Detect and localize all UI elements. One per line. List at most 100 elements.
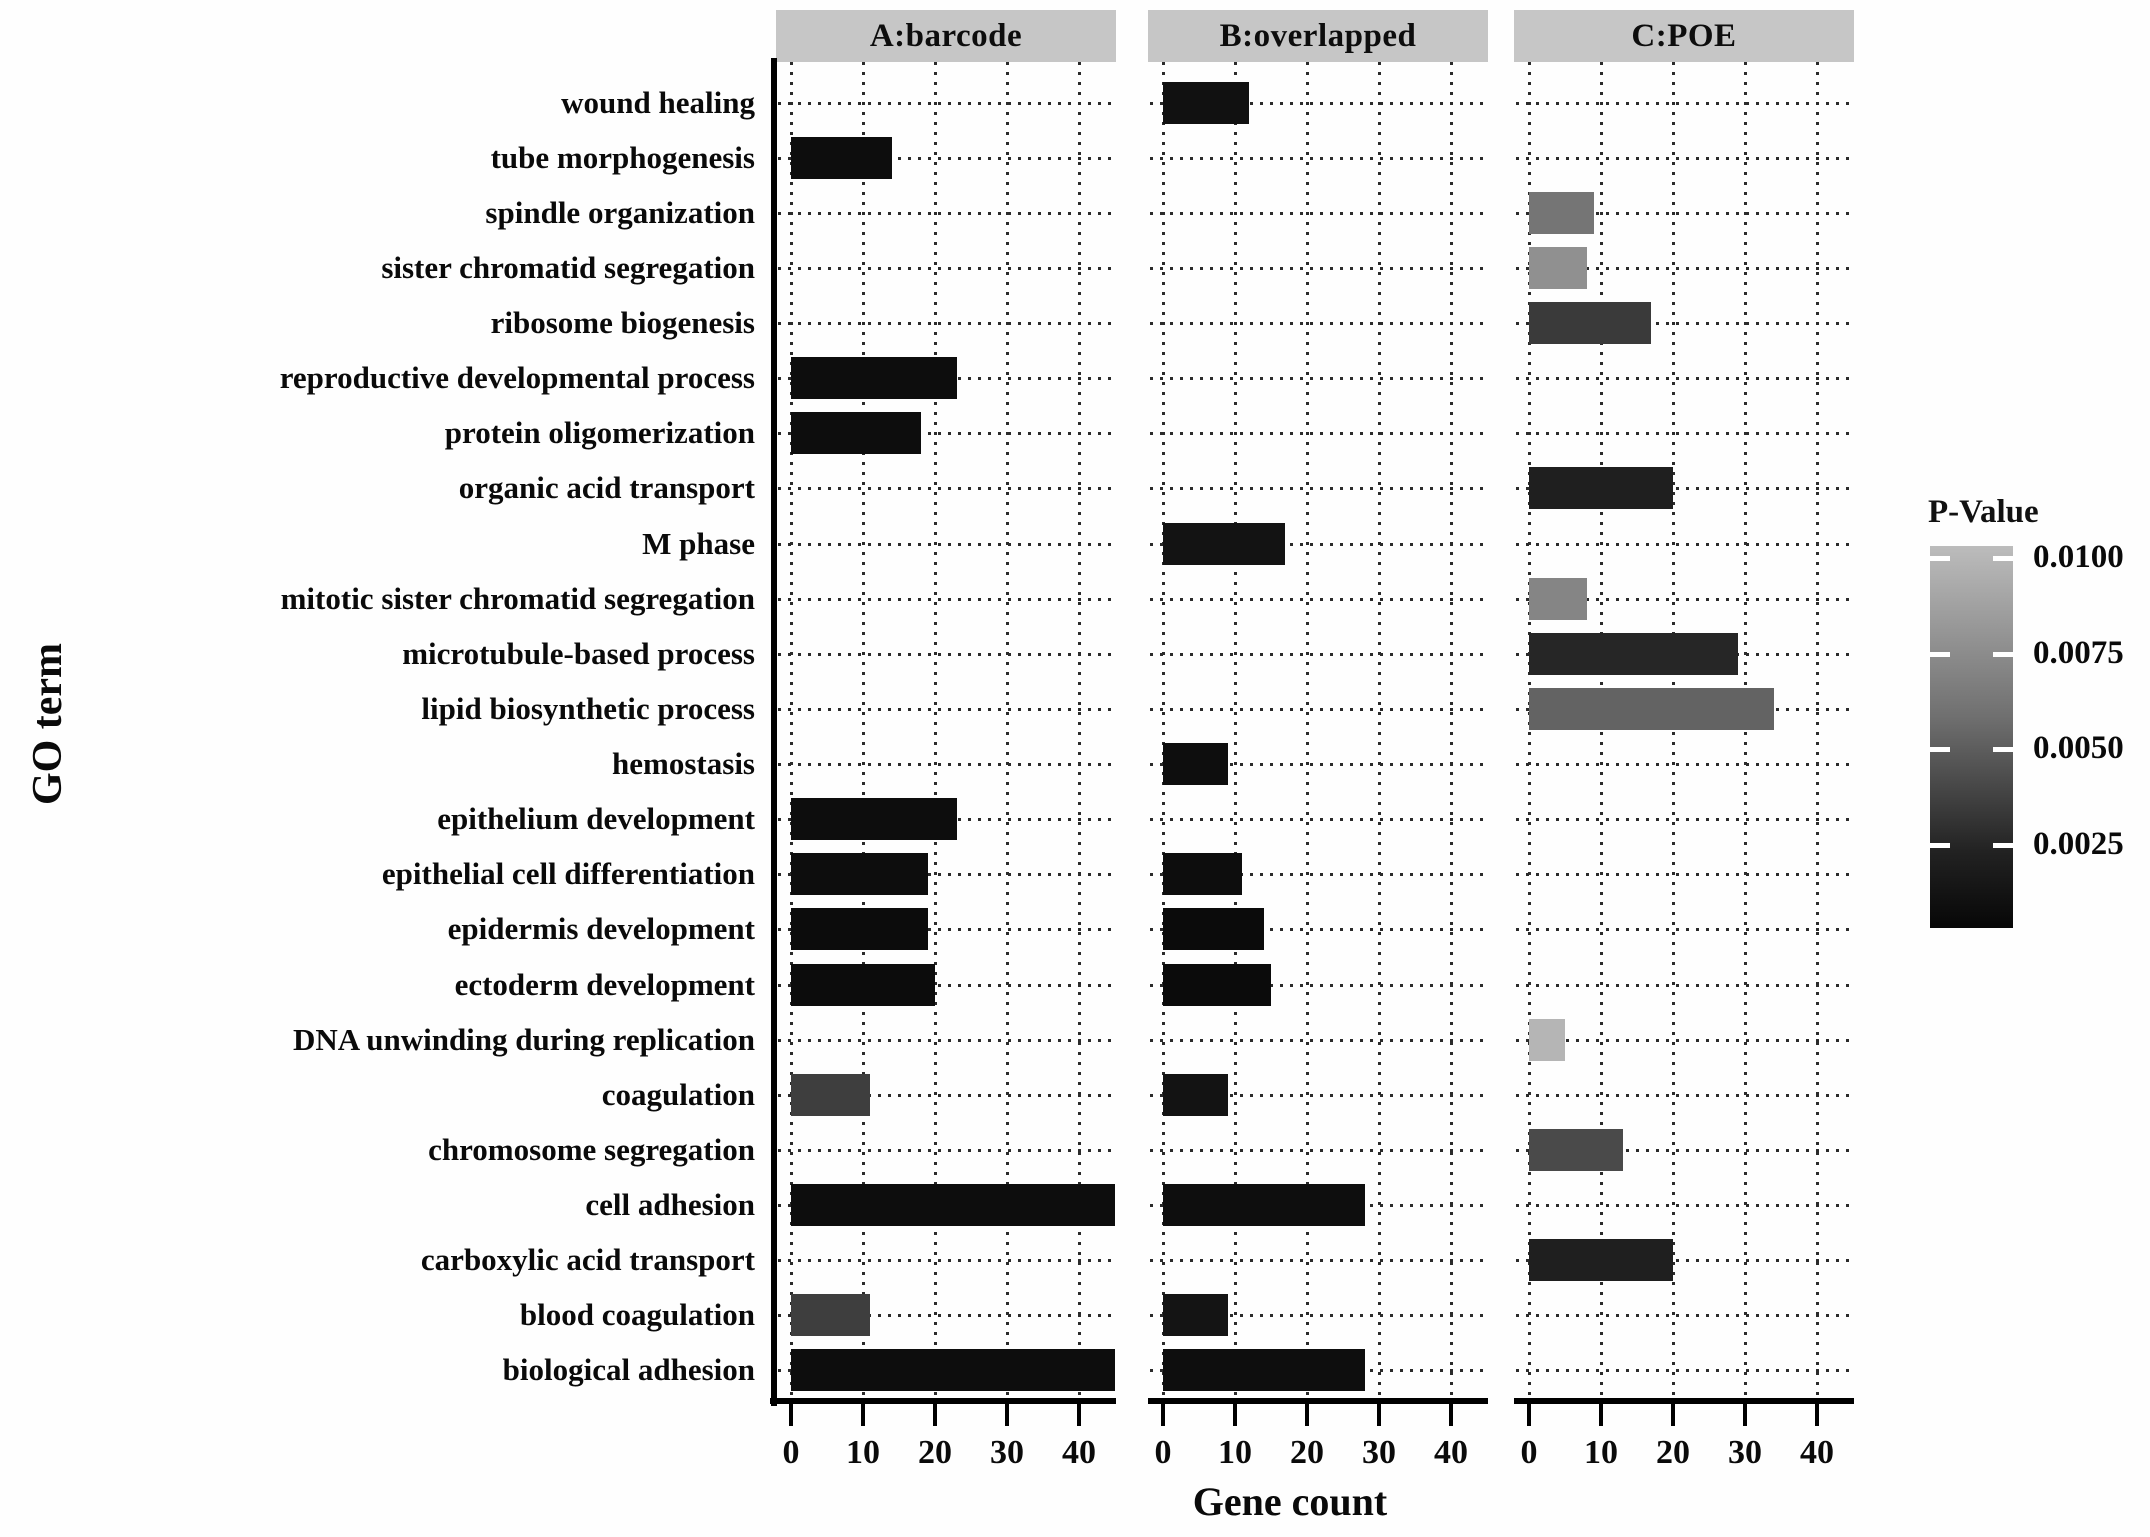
facet-panel-c-poe: 0 10 20 30 40	[1514, 62, 1854, 1471]
gridline-vertical	[1600, 62, 1603, 1398]
gridline-horizontal	[1150, 542, 1486, 546]
gridline-horizontal	[1150, 1314, 1486, 1318]
y-axis-label: carboxylic acid transport	[420, 1242, 755, 1278]
x-tick-label: 30	[1728, 1434, 1762, 1471]
gridline-horizontal	[1516, 818, 1852, 822]
x-tick-label: 20	[1656, 1434, 1690, 1471]
legend-label: 0.0050	[2033, 730, 2124, 766]
bar	[1163, 743, 1228, 786]
gridline-horizontal	[1516, 432, 1852, 436]
gridline-horizontal	[1150, 818, 1486, 822]
gridline-horizontal	[1516, 156, 1852, 160]
x-axis-tick	[1161, 1404, 1165, 1426]
gridline-horizontal	[1516, 1148, 1852, 1152]
bar	[791, 963, 935, 1006]
gridline-horizontal	[1150, 873, 1486, 877]
x-axis-tick	[933, 1404, 937, 1426]
y-axis-label: blood coagulation	[519, 1297, 755, 1333]
y-axis-label: tube morphogenesis	[490, 139, 755, 175]
facet-header-c-poe: C:POE	[1514, 10, 1854, 62]
bar	[791, 798, 957, 841]
bar	[1529, 632, 1738, 675]
gridline-vertical	[1234, 62, 1237, 1398]
x-tick-label: 40	[1062, 1434, 1096, 1471]
gridline-horizontal	[1150, 101, 1486, 105]
gridline-horizontal	[778, 652, 1114, 656]
gridline-horizontal	[1150, 1148, 1486, 1152]
y-axis-label: epithelial cell differentiation	[381, 856, 755, 892]
gridline-horizontal	[1150, 597, 1486, 601]
legend-gradient-bar	[1930, 546, 2013, 928]
gridline-horizontal	[1516, 1038, 1852, 1042]
legend-label: 0.0025	[2033, 826, 2124, 862]
gridline-horizontal	[1150, 322, 1486, 326]
gridline-horizontal	[1516, 1369, 1852, 1373]
legend: P-Value 0.0100 0.0075 0.0050 0.0025	[1900, 494, 2150, 1014]
gridline-vertical	[1306, 62, 1309, 1398]
x-axis-tick	[1077, 1404, 1081, 1426]
y-axis-label: chromosome segregation	[428, 1131, 755, 1167]
gridline-horizontal	[778, 1259, 1114, 1263]
bar	[791, 1294, 871, 1337]
x-axis-tick	[789, 1404, 793, 1426]
gridline-vertical	[1672, 62, 1675, 1398]
gridline-horizontal	[1516, 377, 1852, 381]
gridline-vertical	[1006, 62, 1009, 1398]
bar	[1529, 1239, 1673, 1282]
gridline-horizontal	[1150, 1093, 1486, 1097]
legend-tick	[1930, 556, 1950, 561]
x-tick-label: 30	[990, 1434, 1024, 1471]
bar	[791, 908, 928, 951]
x-axis-tick	[1671, 1404, 1675, 1426]
bar	[1163, 81, 1250, 124]
bar	[1163, 963, 1271, 1006]
x-tick-label: 10	[846, 1434, 880, 1471]
bar	[1529, 1018, 1565, 1061]
gridline-vertical	[1528, 62, 1531, 1398]
gridline-horizontal	[778, 211, 1114, 215]
y-axis-label: mitotic sister chromatid segregation	[280, 580, 755, 616]
x-tick-label: 0	[1520, 1434, 1538, 1471]
y-axis-label: wound healing	[561, 84, 755, 120]
y-axis-label: protein oligomerization	[444, 415, 755, 451]
gridline-horizontal	[778, 487, 1114, 491]
x-axis-title: Gene count	[1192, 1479, 1388, 1524]
bar	[1529, 577, 1587, 620]
y-axis-label: DNA unwinding during replication	[293, 1021, 755, 1057]
y-axis-label: epidermis development	[447, 911, 755, 947]
gridline-horizontal	[1516, 101, 1852, 105]
gridline-horizontal	[778, 1148, 1114, 1152]
gridline-vertical	[1378, 62, 1381, 1398]
x-tick-label: 30	[1362, 1434, 1396, 1471]
bar	[1529, 246, 1587, 289]
gridline-horizontal	[778, 1093, 1114, 1097]
gridline-horizontal	[778, 542, 1114, 546]
x-axis-line	[1148, 1398, 1488, 1404]
bar	[1529, 687, 1774, 730]
gridline-horizontal	[778, 432, 1114, 436]
bar	[1529, 302, 1652, 345]
gridline-horizontal	[778, 763, 1114, 767]
gridline-horizontal	[778, 983, 1114, 987]
gridline-horizontal	[1516, 542, 1852, 546]
gridline-horizontal	[778, 101, 1114, 105]
bar	[791, 853, 928, 896]
gridline-horizontal	[1516, 763, 1852, 767]
gridline-horizontal	[1516, 322, 1852, 326]
legend-tick	[1993, 652, 2013, 657]
facet-header-a-barcode: A:barcode	[776, 10, 1116, 62]
x-axis-tick	[1599, 1404, 1603, 1426]
y-axis-label: lipid biosynthetic process	[421, 690, 755, 726]
gridline-horizontal	[778, 1038, 1114, 1042]
gridline-horizontal	[778, 156, 1114, 160]
bar	[1163, 1184, 1365, 1227]
gridline-horizontal	[778, 266, 1114, 270]
y-axis-label: organic acid transport	[458, 470, 755, 506]
bar	[1163, 1073, 1228, 1116]
gridline-horizontal	[1516, 211, 1852, 215]
bar	[791, 1073, 871, 1116]
bar	[791, 1349, 1115, 1392]
legend-tick	[1930, 652, 1950, 657]
gridline-horizontal	[1150, 1259, 1486, 1263]
y-axis-label: cell adhesion	[585, 1187, 755, 1223]
